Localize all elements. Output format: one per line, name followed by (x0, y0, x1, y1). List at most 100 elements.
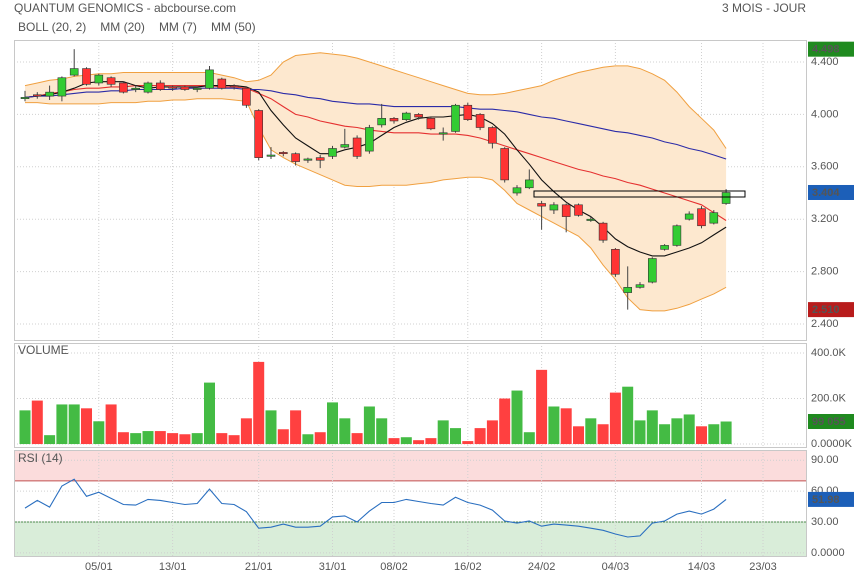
volume-bar (191, 433, 203, 445)
volume-bar (720, 421, 732, 445)
candle-body (660, 245, 669, 250)
legend-entry: MM (7) (159, 20, 197, 34)
candle-body (303, 158, 313, 161)
candle-body (352, 137, 362, 157)
volume-bar (585, 418, 597, 445)
candle-body (561, 204, 571, 217)
y-tick-label: 3.600 (811, 161, 839, 173)
volume-bar (351, 433, 363, 445)
volume-bar (597, 424, 609, 445)
volume-bar (511, 390, 523, 445)
candle-body (426, 118, 436, 130)
volume-bar (19, 410, 31, 445)
oversold-zone (14, 522, 806, 556)
volume-bar (634, 420, 646, 445)
volume-bar (708, 424, 720, 445)
y-tick-label: 4.000 (811, 108, 839, 120)
bollinger-fill (25, 52, 727, 311)
value-badge (808, 413, 854, 429)
candle-body (512, 187, 522, 194)
panel-frame (14, 40, 807, 341)
candle-body (524, 179, 534, 189)
volume-bar (363, 406, 375, 445)
volume-bar (314, 432, 326, 445)
volume-bar (609, 392, 621, 445)
value-badge-label: 2.510 (812, 304, 840, 316)
value-badge-label: 51.98 (812, 494, 840, 506)
candle-body (328, 148, 337, 157)
volume-bar (536, 369, 548, 445)
candle-body (475, 114, 485, 128)
volume-bar (93, 421, 105, 445)
y-tick-label: 0.0000 (811, 547, 845, 559)
candle-body (549, 204, 559, 211)
candle-body (291, 153, 300, 162)
x-tick-label: 13/01 (159, 561, 187, 573)
volume-bar (327, 402, 338, 445)
x-tick-label: 21/01 (245, 561, 273, 573)
volume-bar (339, 418, 351, 445)
volume-bar (696, 426, 707, 445)
candle-body (672, 225, 682, 246)
chart-title: QUANTUM GENOMICS - abcbourse.com (14, 1, 236, 15)
y-tick-label: 200.0K (811, 392, 847, 404)
candle-body (45, 91, 54, 97)
candle-body (537, 203, 546, 207)
y-tick-label: 2.800 (811, 266, 839, 278)
candle-body (586, 218, 596, 221)
candle-body (32, 94, 42, 97)
volume-bar (56, 404, 68, 445)
candle-body (131, 87, 140, 90)
bollinger-upper (24, 52, 727, 149)
overbought-zone (14, 450, 806, 481)
x-tick-label: 24/02 (528, 561, 556, 573)
candle-body (684, 213, 694, 220)
candle-body (697, 208, 706, 227)
y-tick-label: 4.400 (811, 56, 839, 68)
volume-bar (400, 437, 412, 445)
moving-average (24, 85, 727, 221)
volume-bar (277, 429, 289, 445)
y-tick-label: 0.0000K (811, 438, 853, 450)
candle-body (488, 127, 497, 144)
volume-bar (499, 398, 511, 445)
volume-bar (253, 361, 265, 445)
panel-title: VOLUME (18, 343, 69, 357)
volume-bar (130, 433, 142, 445)
y-tick-label: 2.400 (811, 318, 839, 330)
candle-body (20, 97, 30, 99)
value-badge-label: 4.498 (812, 44, 840, 56)
x-tick-label: 16/02 (454, 561, 482, 573)
candle-body (57, 77, 67, 97)
candle-body (598, 222, 608, 241)
volume-bar (486, 420, 498, 445)
volume-bar (659, 424, 671, 445)
drawn-box (533, 190, 746, 198)
volume-bar (204, 382, 215, 445)
legend-entry: MM (50) (211, 20, 256, 34)
volume-bar (388, 438, 400, 445)
volume-bar (622, 386, 634, 445)
volume-bar (216, 433, 228, 445)
y-tick-label: 30.00 (811, 516, 839, 528)
volume-bar (683, 414, 695, 445)
panel-title: RSI (14) (18, 451, 63, 465)
value-badge (808, 41, 854, 57)
candle-body (574, 204, 583, 216)
candle-body (180, 86, 190, 90)
x-tick-label: 05/01 (85, 561, 113, 573)
candle-body (69, 68, 79, 76)
candle-body (340, 144, 350, 148)
candle-body (82, 68, 91, 85)
candle-body (278, 152, 288, 155)
volume-bar (265, 410, 277, 445)
candle-body (192, 87, 202, 90)
volume-bar (105, 404, 117, 445)
volume-bar (548, 406, 560, 445)
moving-average (24, 81, 727, 257)
candle-body (611, 249, 620, 275)
candle-body (315, 157, 325, 161)
candle-body (119, 82, 128, 93)
x-tick-label: 04/03 (602, 561, 630, 573)
